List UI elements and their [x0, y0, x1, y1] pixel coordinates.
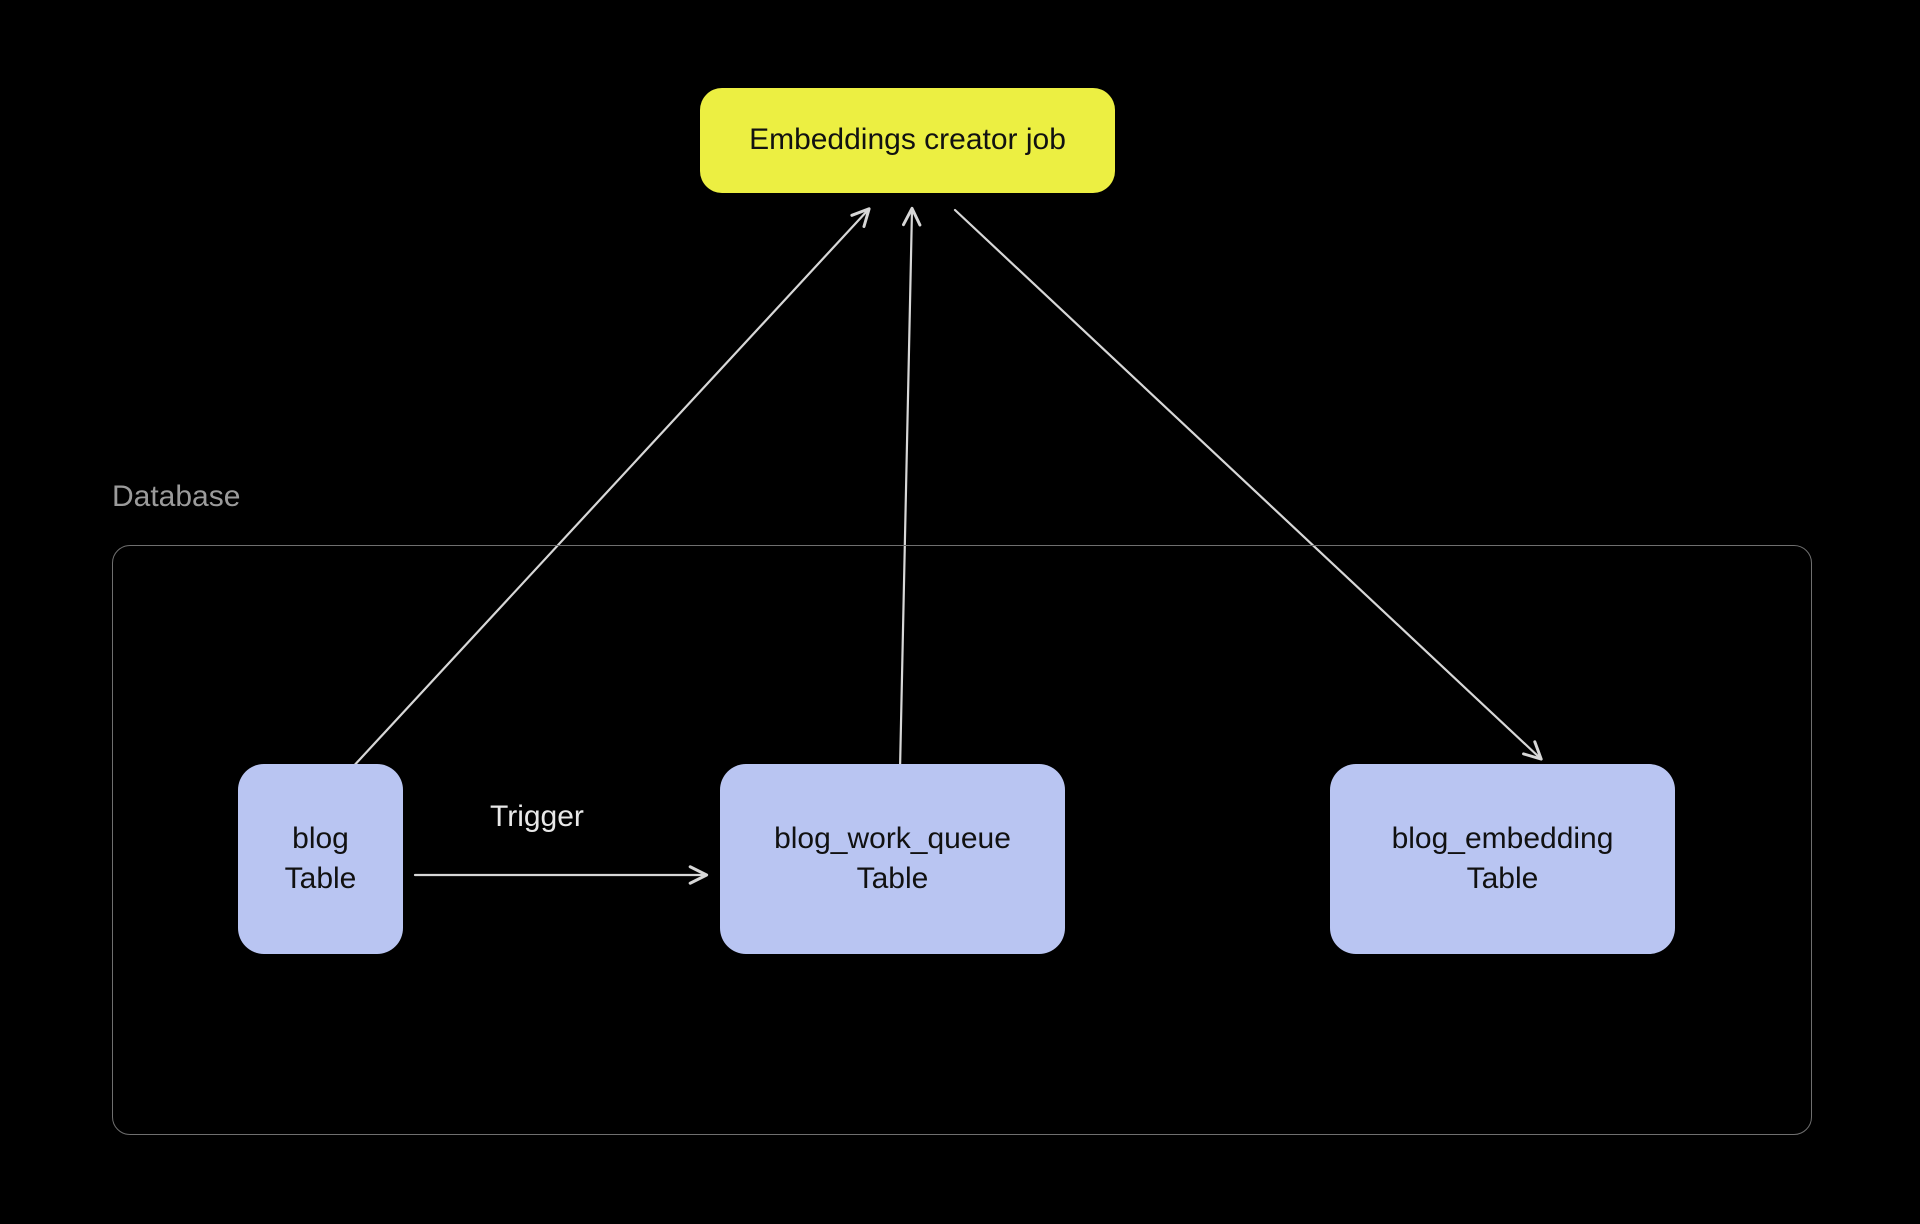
node-label-line: Table: [857, 862, 929, 895]
node-label-line: Table: [1467, 862, 1539, 895]
node-label-line: blog_work_queue: [774, 822, 1011, 855]
node-label: blog_embedding Table: [1392, 819, 1614, 900]
node-label: blog_work_queue Table: [774, 819, 1011, 900]
node-label: Embeddings creator job: [749, 120, 1066, 161]
node-label: blog Table: [285, 819, 357, 900]
diagram-canvas: Database Embeddings creator job blog Tab…: [0, 0, 1920, 1224]
database-group-label: Database: [112, 480, 240, 514]
blog-table-node: blog Table: [238, 764, 403, 954]
trigger-edge-label: Trigger: [490, 800, 584, 834]
blog-work-queue-table-node: blog_work_queue Table: [720, 764, 1065, 954]
node-label-line: Table: [285, 862, 357, 895]
embeddings-creator-job-node: Embeddings creator job: [700, 88, 1115, 193]
node-label-line: blog: [292, 822, 349, 855]
blog-embedding-table-node: blog_embedding Table: [1330, 764, 1675, 954]
node-label-line: blog_embedding: [1392, 822, 1614, 855]
